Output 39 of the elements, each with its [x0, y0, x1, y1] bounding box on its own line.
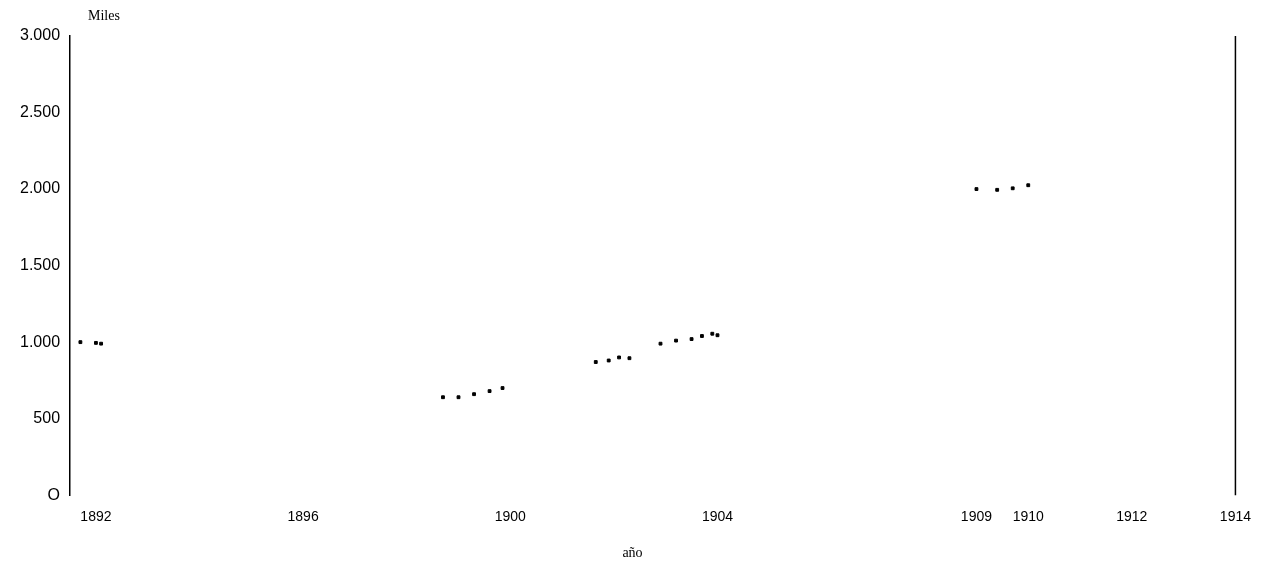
- y-tick-label: O: [47, 485, 61, 503]
- x-axis-title: año: [621, 545, 644, 561]
- point: [593, 360, 598, 364]
- point: [715, 333, 720, 338]
- y-tick-label: 500: [33, 409, 61, 427]
- point: [99, 341, 104, 346]
- point: [674, 338, 678, 343]
- point: [658, 341, 663, 346]
- x-tick-label: 1892: [80, 508, 112, 525]
- y-tick-label: 3.000: [19, 26, 61, 44]
- y-tick-label: 2.500: [19, 102, 61, 120]
- point: [500, 386, 505, 390]
- y-tick-label: 2.000: [19, 179, 61, 197]
- y-axis-title: Miles: [88, 8, 120, 24]
- point: [472, 392, 476, 397]
- point: [456, 395, 461, 400]
- point: [94, 340, 98, 345]
- point: [710, 331, 715, 336]
- x-tick-label: 1914: [1219, 508, 1252, 525]
- x-tick-label: 1909: [960, 508, 993, 525]
- x-tick-label: 1910: [1012, 508, 1045, 525]
- point: [78, 340, 83, 345]
- x-tick-label: 1912: [1116, 508, 1148, 525]
- y-tick-label: 1.000: [19, 332, 61, 350]
- point: [995, 187, 1000, 192]
- x-tick-label: 1900: [494, 508, 527, 525]
- x-tick-label: 1896: [287, 508, 319, 525]
- point: [606, 358, 611, 363]
- point: [627, 356, 632, 361]
- point: [617, 355, 621, 360]
- point: [700, 334, 704, 338]
- y-tick-label: 1.500: [19, 256, 61, 274]
- point: [974, 187, 979, 191]
- x-tick-label: 1904: [701, 508, 734, 525]
- point: [441, 395, 445, 400]
- point: [689, 337, 694, 341]
- point: [1026, 183, 1031, 188]
- point: [487, 389, 492, 394]
- point: [1010, 186, 1015, 191]
